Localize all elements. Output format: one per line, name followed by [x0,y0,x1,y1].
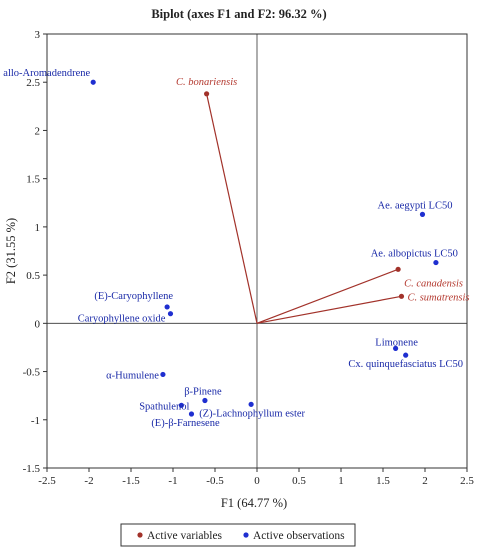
x-tick-label: 2.5 [460,475,474,487]
variable-vector [206,93,258,324]
x-tick-label: -2 [84,475,93,487]
x-tick-label: 1 [338,475,344,487]
observation-point [202,397,208,404]
x-tick-label: 0.5 [292,475,306,487]
observation-point [188,411,195,417]
variable-label: C. canadensis [404,278,463,289]
observation-points: allo-Aromadendrene Ae. aegypti LC50 Ae. al… [3,68,463,429]
observation-point [433,259,439,266]
observation-point [403,352,409,358]
x-axis-label: F1 (64.77 %) [221,496,287,510]
variable-vector [256,268,399,324]
y-tick-label: 2 [35,125,41,137]
legend-observations-label: Active observations [253,530,345,542]
legend-box [120,523,356,547]
observation-point [160,371,166,378]
observation-label: (E)-β-Farnesene [151,418,220,429]
variable-label: C. bonariensis [176,77,237,88]
y-tick-label: -0.5 [23,367,41,379]
observation-label: allo-Aromadendrene [3,68,90,79]
legend-variables-marker [137,532,143,538]
observation-point [90,79,96,85]
observation-point [419,211,426,217]
y-tick-label: 2.5 [26,77,40,89]
observation-point [178,402,184,408]
legend-variables-label: Active variables [147,530,223,542]
observation-point [164,304,170,310]
observation-label: (Z)-Lachnophyllum ester [199,408,305,419]
observation-label: β-Pinene [184,386,222,397]
y-tick-label: -1 [31,415,40,427]
observation-label: Spathulenol [139,401,189,412]
observation-label: Ae. aegypti LC50 [378,200,453,211]
x-tick-label: -1 [168,475,177,487]
x-tick-label: -1.5 [122,475,140,487]
variable-vectors: C. bonariensis C. canadensis C. sumatrensi… [176,77,470,324]
x-tick-label: 1.5 [376,475,390,487]
x-tick-label: 0 [254,475,260,487]
variable-point [204,91,210,97]
observation-label: α-Humulene [106,370,159,381]
observation-point [167,311,174,317]
variable-point [398,293,405,299]
legend-observations-marker [243,532,249,538]
observation-label: (E)-Caryophyllene [94,291,173,302]
observation-label: Ae. albopictus LC50 [371,249,458,260]
variable-point [395,266,401,272]
y-tick-label: 3 [35,29,41,41]
chart-title: Biplot (axes F1 and F2: 96.32 %) [151,7,326,21]
x-tick-label: -0.5 [206,475,224,487]
observation-label: Caryophyllene oxide [78,314,166,325]
observation-point [248,401,254,407]
observation-label: Cx. quinquefasciatus LC50 [348,359,463,370]
y-axis-label: F2 (31.55 %) [4,218,18,284]
x-tick-label: -2.5 [38,475,56,487]
x-tick-label: 2 [422,475,428,487]
legend: Active variables Active observations [120,523,356,547]
y-tick-label: 1.5 [26,174,40,186]
variable-vector [256,295,402,324]
y-tick-label: 0 [35,318,41,330]
observation-point [393,345,399,352]
axis-ticks: -2.5 -2 -1.5 -1 -0.5 0 0.5 1 1.5 2 2.5 -1.5 -1 -0.5 0 0… [23,29,475,487]
observation-label: Limonene [375,337,418,348]
variable-label: C. sumatrensis [407,292,469,303]
y-tick-label: -1.5 [23,463,41,475]
y-tick-label: 0.5 [26,270,40,282]
y-tick-label: 1 [35,222,41,234]
